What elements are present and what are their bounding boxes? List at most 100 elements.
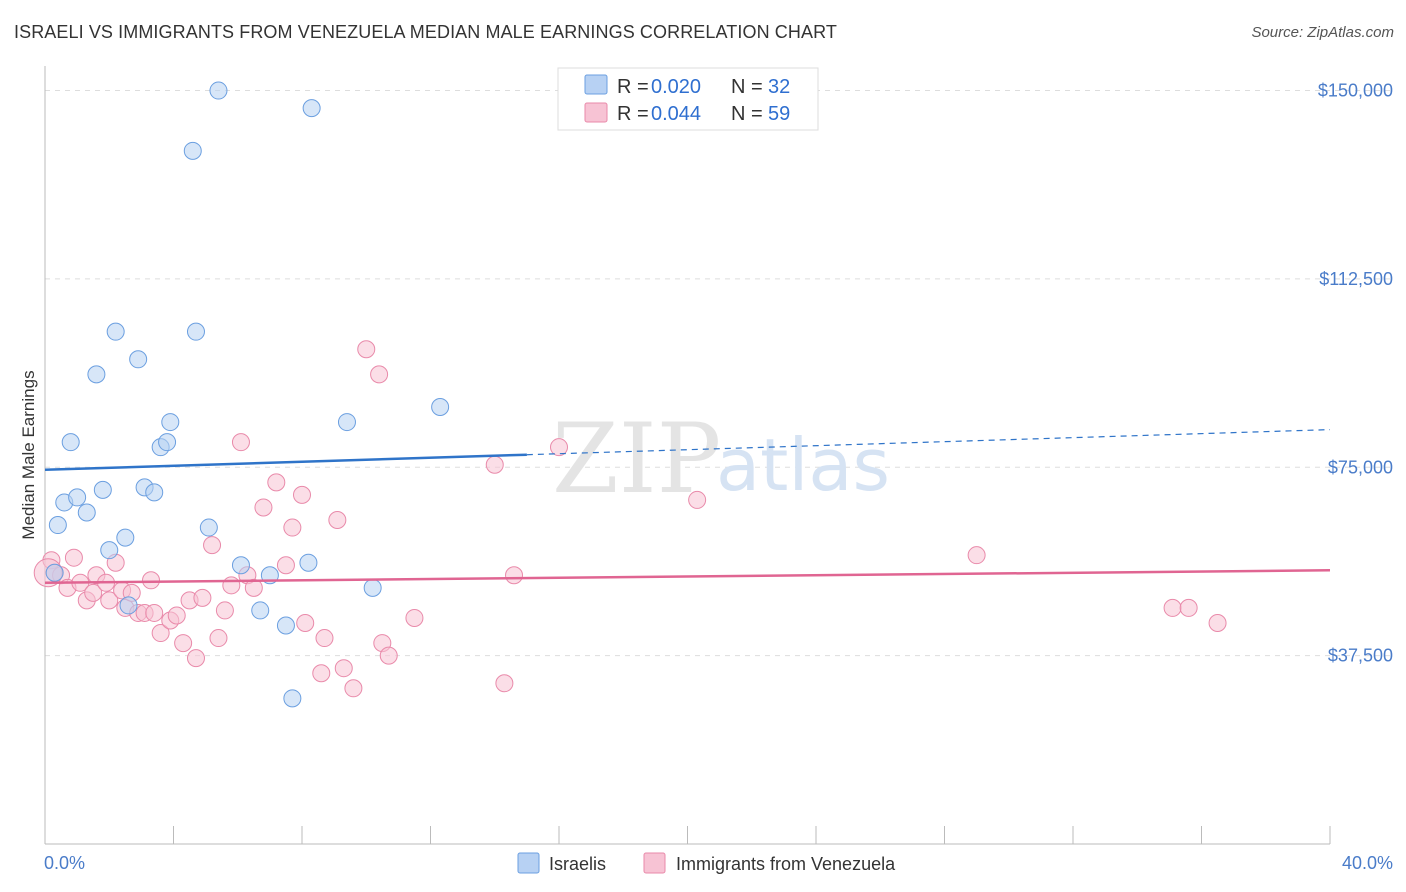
data-point — [254, 498, 273, 517]
bottom-legend-swatch-venezuela — [643, 852, 666, 874]
legend-n-value-venezuela: 59 — [768, 103, 790, 125]
data-point — [100, 591, 119, 610]
data-point — [405, 608, 424, 627]
y-axis-label: Median Male Earnings — [19, 370, 38, 539]
series-israelis-points — [45, 81, 450, 708]
data-point — [505, 566, 524, 585]
y-tick-label: $37,500 — [1328, 646, 1393, 666]
bottom-legend-label-venezuela: Immigrants from Venezuela — [676, 854, 896, 874]
watermark-atlas: atlas — [716, 423, 890, 507]
trend-line-venezuela — [44, 568, 1331, 585]
data-point — [61, 433, 80, 452]
data-point — [315, 629, 334, 648]
y-tick-label: $150,000 — [1318, 81, 1393, 101]
data-point — [688, 490, 707, 509]
chart-title: ISRAELI VS IMMIGRANTS FROM VENEZUELA MED… — [14, 22, 837, 42]
data-point — [1179, 598, 1198, 617]
source-label: Source: ZipAtlas.com — [1251, 24, 1394, 41]
data-point — [337, 413, 356, 432]
data-point — [106, 322, 125, 341]
data-point — [495, 674, 514, 693]
data-point — [203, 536, 222, 555]
data-point — [87, 365, 106, 384]
data-point — [344, 679, 363, 698]
data-point — [251, 601, 270, 620]
data-point — [45, 563, 64, 582]
trend-lines — [44, 429, 1331, 585]
y-tick-labels: $37,500 $75,000 $112,500 $150,000 — [1318, 81, 1393, 666]
data-point — [370, 365, 389, 384]
data-point — [299, 553, 318, 572]
data-point — [186, 649, 205, 668]
data-point — [116, 528, 135, 547]
data-point — [215, 601, 234, 620]
data-point — [183, 141, 202, 160]
data-point — [199, 518, 218, 537]
data-point — [222, 576, 241, 595]
data-point — [129, 350, 148, 369]
data-point — [485, 455, 504, 474]
data-point — [276, 616, 295, 635]
data-point — [151, 624, 170, 643]
y-tick-label: $112,500 — [1319, 269, 1393, 289]
x-tick-label-min: 0.0% — [44, 853, 85, 873]
watermark: ZIP atlas — [552, 403, 890, 515]
axes — [44, 66, 1331, 845]
data-point — [100, 541, 119, 560]
series-venezuela-points — [33, 340, 1227, 698]
data-point — [296, 613, 315, 632]
data-point — [302, 99, 321, 118]
legend-n-value-israelis: 32 — [768, 76, 790, 98]
data-point — [1163, 598, 1182, 617]
legend-r-value-venezuela: 0.044 — [651, 103, 701, 125]
data-point — [84, 583, 103, 602]
legend-r-label-venezuela: R = — [617, 103, 649, 125]
data-point — [77, 503, 96, 522]
data-point — [174, 634, 193, 653]
data-point — [379, 646, 398, 665]
data-point — [231, 433, 250, 452]
legend-r-value-israelis: 0.020 — [651, 76, 701, 98]
data-point — [283, 518, 302, 537]
legend-n-label-venezuela: N = — [731, 103, 763, 125]
legend-r-label-israelis: R = — [617, 76, 649, 98]
data-point — [119, 596, 138, 615]
data-point — [186, 322, 205, 341]
data-point — [167, 606, 186, 625]
data-point — [48, 516, 67, 535]
bottom-legend-label-israelis: Israelis — [549, 854, 606, 874]
data-point — [550, 438, 568, 457]
data-point — [145, 483, 164, 502]
data-point — [64, 548, 83, 567]
grid-lines — [45, 90, 1392, 657]
data-point — [363, 578, 382, 597]
data-point — [209, 81, 228, 100]
data-point — [357, 340, 376, 359]
data-point — [967, 546, 986, 565]
data-point — [209, 629, 228, 648]
legend-n-label-israelis: N = — [731, 76, 763, 98]
data-point — [68, 488, 87, 507]
data-point — [231, 556, 250, 575]
legend-swatch-venezuela — [584, 102, 608, 123]
bottom-legend-swatch-israelis — [517, 852, 540, 874]
legend: R = 0.020 N = 32 R = 0.044 N = 59 — [557, 67, 819, 131]
data-point — [293, 485, 311, 504]
data-point — [145, 603, 164, 622]
data-point — [328, 511, 347, 530]
data-point — [283, 689, 302, 708]
trend-line-israelis-extension — [526, 429, 1331, 456]
data-point — [334, 659, 353, 678]
y-tick-label: $75,000 — [1328, 457, 1393, 477]
trend-line-israelis — [44, 453, 527, 472]
data-point — [93, 480, 112, 499]
data-point — [142, 571, 161, 590]
data-point — [193, 588, 212, 607]
data-point — [267, 473, 286, 492]
bottom-legend: Israelis Immigrants from Venezuela — [517, 852, 896, 874]
x-tick-label-max: 40.0% — [1342, 853, 1393, 873]
data-point — [431, 398, 450, 417]
data-point — [161, 413, 180, 432]
data-point — [158, 433, 177, 452]
